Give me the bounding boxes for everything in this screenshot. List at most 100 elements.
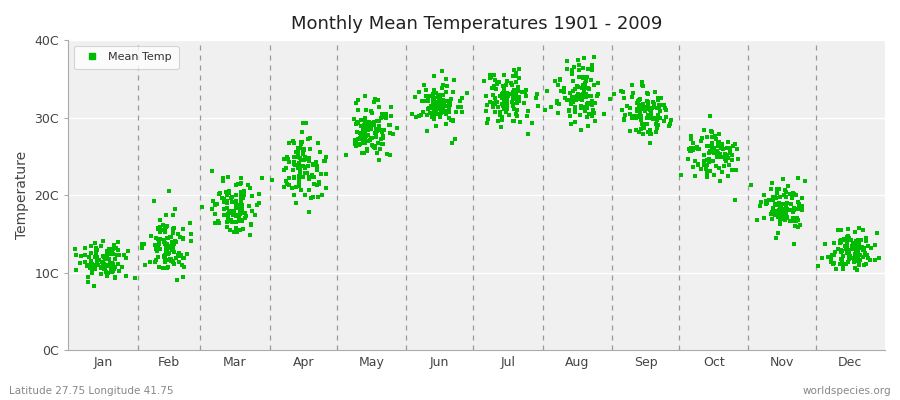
Point xyxy=(859,235,873,241)
Point xyxy=(491,118,506,124)
Point xyxy=(361,126,375,133)
Point xyxy=(214,195,229,202)
Point xyxy=(217,196,231,202)
Point xyxy=(224,208,238,214)
Point xyxy=(502,112,517,118)
Point xyxy=(684,145,698,151)
Point xyxy=(298,192,312,198)
Point xyxy=(483,99,498,105)
Point xyxy=(712,152,726,158)
Point xyxy=(420,98,435,104)
Point xyxy=(68,246,83,252)
Point xyxy=(566,94,580,100)
Point xyxy=(849,256,863,262)
Point xyxy=(843,237,858,243)
Point xyxy=(576,104,590,110)
Point xyxy=(757,192,771,198)
Point xyxy=(230,204,244,211)
Point xyxy=(489,86,503,92)
Point xyxy=(244,220,258,227)
Point xyxy=(494,124,508,130)
Point xyxy=(433,96,447,102)
Point xyxy=(509,107,524,113)
Point xyxy=(564,71,579,78)
Point xyxy=(119,273,133,279)
Point xyxy=(292,160,306,166)
Point xyxy=(358,132,373,139)
Point xyxy=(840,238,854,244)
Point xyxy=(788,191,803,198)
Point xyxy=(296,162,310,169)
Point xyxy=(436,108,450,114)
Point xyxy=(112,261,126,267)
Point xyxy=(638,105,652,111)
Point xyxy=(374,146,388,152)
Point xyxy=(364,126,378,132)
Point xyxy=(153,224,167,230)
Point xyxy=(111,239,125,245)
Point xyxy=(626,90,640,96)
Point xyxy=(643,140,657,146)
Point xyxy=(565,67,580,74)
Point xyxy=(587,54,601,60)
Point xyxy=(615,107,629,114)
Point xyxy=(508,92,522,98)
Point xyxy=(836,236,850,242)
Point xyxy=(710,143,724,150)
Point xyxy=(225,194,239,200)
Point xyxy=(96,264,111,271)
Point xyxy=(711,139,725,146)
Point xyxy=(786,209,800,216)
Point xyxy=(298,155,312,161)
Point xyxy=(721,173,735,180)
Point xyxy=(571,57,585,63)
Point xyxy=(638,108,652,114)
Point xyxy=(576,90,590,97)
Point xyxy=(301,136,315,142)
Point xyxy=(87,283,102,289)
Point xyxy=(706,150,721,156)
Point xyxy=(779,210,794,217)
Point xyxy=(168,206,183,212)
Point xyxy=(362,124,376,131)
Point xyxy=(100,272,114,279)
Point xyxy=(225,218,239,225)
Point xyxy=(662,123,677,130)
Point xyxy=(361,138,375,144)
Point xyxy=(364,135,379,141)
Point xyxy=(643,105,657,111)
Point xyxy=(85,261,99,267)
Point xyxy=(868,257,883,263)
Point xyxy=(700,174,715,180)
Point xyxy=(520,108,535,114)
Point xyxy=(480,93,494,99)
Point xyxy=(220,198,234,205)
Point xyxy=(225,208,239,214)
Point xyxy=(640,99,654,106)
Point xyxy=(310,162,324,169)
Point xyxy=(95,262,110,269)
Title: Monthly Mean Temperatures 1901 - 2009: Monthly Mean Temperatures 1901 - 2009 xyxy=(291,15,662,33)
Point xyxy=(448,135,463,142)
Point xyxy=(868,242,883,248)
Point xyxy=(310,182,324,188)
Point xyxy=(586,106,600,113)
Point xyxy=(625,94,639,100)
Point xyxy=(702,150,716,156)
Point xyxy=(848,258,862,264)
Point xyxy=(99,254,113,260)
Point xyxy=(850,266,865,273)
Point xyxy=(773,194,788,200)
Point xyxy=(314,192,328,198)
Point xyxy=(492,93,507,100)
Point xyxy=(173,253,187,259)
Point xyxy=(649,114,663,121)
Point xyxy=(631,113,645,119)
Point xyxy=(158,259,173,265)
Point xyxy=(766,207,780,214)
Point xyxy=(166,261,181,267)
Point xyxy=(839,243,853,250)
Point xyxy=(681,146,696,152)
Point xyxy=(365,110,380,116)
Point xyxy=(357,140,372,146)
